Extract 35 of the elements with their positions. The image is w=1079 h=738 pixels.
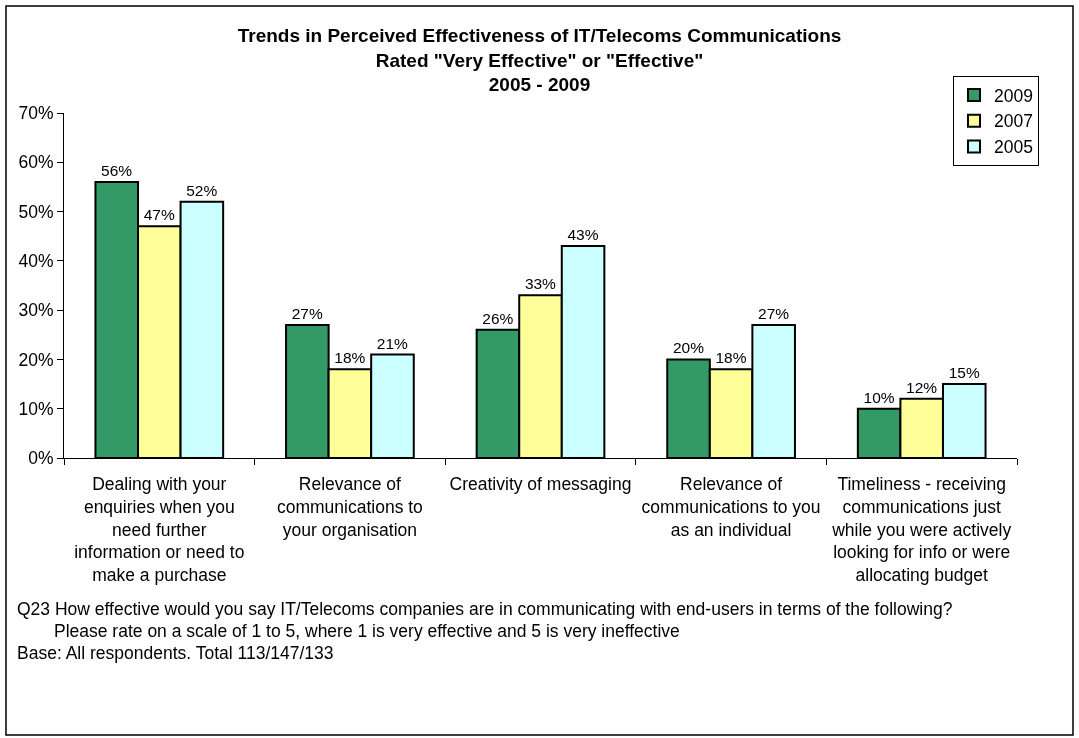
data-label: 33% [524,275,557,293]
data-label: 15% [948,364,980,382]
text: Please rate on a scale of 1 to 5, where 1 is very effective and 5 is very ineffective [54,621,680,641]
x-tick-label: Timeliness - receiving communications just while you were actively looking for info or were allocating budget [831,474,1012,585]
data-label: 43% [567,226,599,244]
data-label: 18% [715,349,747,367]
text: Q23 How effective would you say IT/Telecoms companies are in communicating with end-users in terms of the following? [17,599,953,619]
y-tick-label: 60% [18,152,54,173]
data-label: 52% [186,181,218,199]
data-label: 27% [291,304,323,322]
data-label: 47% [143,206,175,224]
y-tick-label: 0% [28,448,54,469]
data-label: 18% [334,349,366,367]
data-label: 10% [863,388,895,406]
legend-label: 2007 [994,111,1033,132]
text: Base: All respondents. Total 113/147/133 [17,643,334,663]
data-label: 26% [482,309,514,327]
y-tick-label: 70% [18,103,54,124]
data-label: 20% [672,339,705,357]
x-tick-label: Creativity of messaging [449,474,632,494]
legend-label: 2009 [994,85,1033,106]
y-tick-label: 20% [18,349,54,370]
x-tick-label: Dealing with your enquiries when you need further information or need to make a purchase [74,474,245,585]
data-label: 21% [376,334,409,352]
x-tick-label: Relevance of communications to your organisation [276,474,423,540]
y-tick-label: 50% [18,201,54,222]
data-label: 56% [101,162,133,179]
y-tick-label: 10% [18,398,54,419]
y-tick-label: 30% [18,300,54,321]
data-label: 12% [906,378,938,396]
y-tick-label: 40% [18,250,54,271]
x-tick-label: Relevance of communications to you as an individual [641,474,821,540]
legend-label: 2005 [994,137,1033,158]
data-label: 27% [758,304,790,322]
chart-title: Trends in Perceived Effectiveness of IT/Telecoms Communications Rated "Very Effective" or "Effective" 2005 - 2009 [237,25,842,96]
